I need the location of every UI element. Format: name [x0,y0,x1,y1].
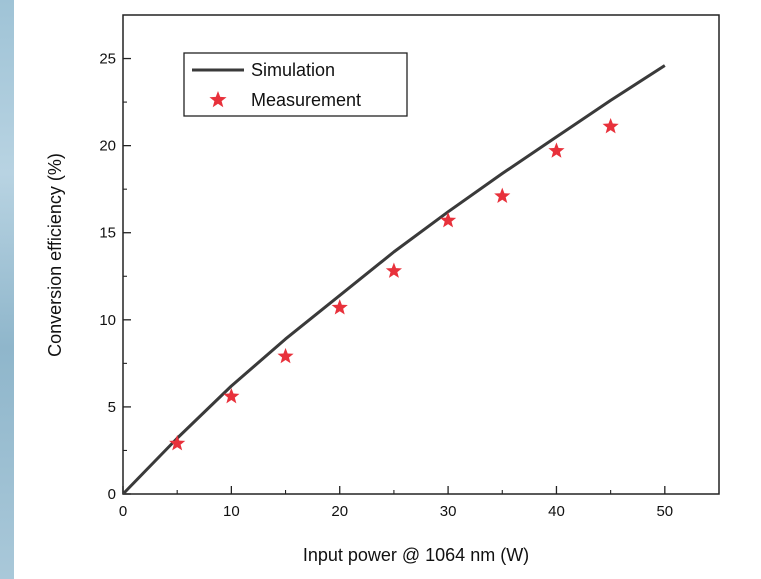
background-side-strip [0,0,14,579]
y-tick-label: 0 [108,486,116,503]
measurement-point [223,387,240,404]
measurement-point [602,117,619,134]
legend-simulation-label: Simulation [251,60,335,80]
tick-labels: 0 10 20 30 40 50 0 5 10 15 20 25 [99,51,673,520]
x-tick-label: 50 [656,503,673,520]
y-tick-label: 5 [108,399,116,416]
measurement-point [494,187,511,204]
y-tick-label: 10 [99,312,116,329]
y-axis-title: Conversion efficiency (%) [45,153,65,357]
y-tick-label: 15 [99,225,116,242]
legend-measurement-swatch [209,91,227,108]
measurement-point [440,212,457,228]
x-tick-label: 30 [440,503,457,520]
simulation-line [121,64,666,496]
x-tick-label: 20 [331,503,348,520]
measurement-point [277,347,294,364]
measurement-point [331,299,348,315]
y-tick-label: 25 [99,51,116,68]
measurement-point [548,142,565,158]
series-layer [121,64,666,496]
x-tick-label: 40 [548,503,565,520]
x-tick-label: 0 [119,503,127,520]
measurement-point [169,434,186,451]
legend: Simulation Measurement [183,52,408,117]
axis-ticks [122,57,666,495]
legend-measurement-label: Measurement [251,90,361,110]
y-tick-label: 20 [99,138,116,155]
x-axis-title: Input power @ 1064 nm (W) [303,545,529,565]
measurement-point [385,262,402,278]
x-tick-label: 10 [223,503,240,520]
